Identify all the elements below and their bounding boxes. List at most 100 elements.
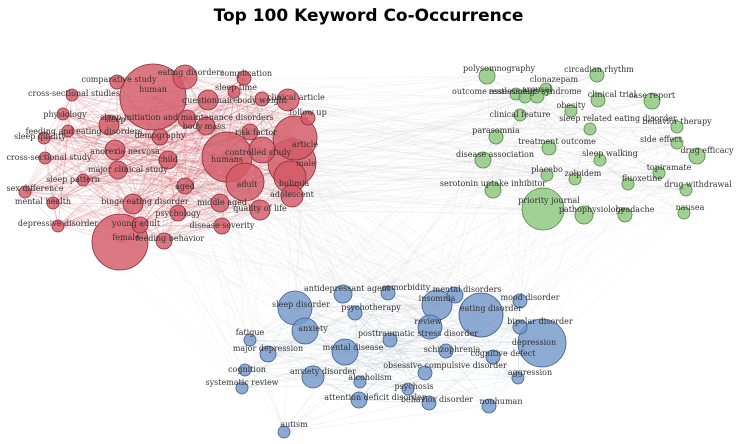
co-occurrence-edge [244,181,687,191]
node-child [158,150,178,170]
co-occurrence-edge [389,339,430,404]
label-serotonin-uptake-inhibitor: serotonin uptake inhibitor [440,179,546,188]
co-occurrence-edge [304,330,409,390]
figure-title: Top 100 Keyword Co-Occurrence [213,6,524,26]
co-occurrence-edge [482,95,538,161]
co-occurrence-edge [226,156,482,316]
co-occurrence-edge [243,77,251,133]
co-occurrence-edge [57,181,246,227]
co-occurrence-edge [184,76,431,328]
co-occurrence-edge [354,312,519,379]
node-article [272,115,318,161]
co-occurrence-edge [108,124,291,178]
co-occurrence-edge [24,191,134,205]
co-occurrence-edge [307,117,685,214]
co-occurrence-edge [52,159,484,204]
label-human: human [139,85,167,94]
co-occurrence-edge [205,125,550,149]
co-occurrence-edge [492,88,547,191]
co-occurrence-edge [24,191,221,204]
label-fatigue: fatigue [236,328,265,337]
co-occurrence-edge [428,212,685,404]
co-occurrence-edge [71,94,447,352]
co-occurrence-edge [548,147,626,216]
co-occurrence-edge [62,113,482,316]
co-occurrence-edge [57,169,119,227]
label-mental-health: mental health [15,197,71,206]
co-occurrence-edge [233,91,431,328]
co-occurrence-edge [43,137,601,161]
co-occurrence-edge [52,202,134,205]
co-occurrence-edge [163,128,591,242]
label-obesity: obesity [556,101,586,110]
co-occurrence-edge [71,81,118,96]
label-young-adult: young adult [111,219,161,228]
co-occurrence-edge [132,96,526,205]
co-occurrence-edge [259,114,521,211]
co-occurrence-edge [307,95,538,119]
co-occurrence-edge [71,94,179,214]
co-occurrence-edge [291,162,548,176]
co-occurrence-edge [241,110,572,389]
node-autism [277,425,291,439]
co-occurrence-edge [261,98,591,130]
label-controlled-study: controlled study [225,148,291,157]
co-occurrence-edge [304,75,488,332]
co-occurrence-edge [424,300,521,374]
co-occurrence-edge [221,114,521,227]
co-occurrence-edge [139,159,484,226]
co-occurrence-edge [62,113,490,407]
node-anorexia-nervosa [104,139,126,161]
co-occurrence-edge [249,131,687,191]
co-occurrence-edge [116,74,598,83]
co-occurrence-edge [139,118,188,226]
co-occurrence-edge [574,178,629,185]
label-systematic-review: systematic review [205,378,278,387]
co-occurrence-edge [627,183,687,191]
co-occurrence-edge [249,292,389,341]
co-occurrence-edge [597,99,678,144]
co-occurrence-edge [291,195,456,296]
co-occurrence-edge [233,74,598,93]
node-psychology [169,204,187,222]
co-occurrence-edge [342,293,490,407]
co-occurrence-edge [219,202,447,352]
co-occurrence-edge [354,312,409,390]
co-occurrence-edge [344,351,430,404]
co-occurrence-edge [82,179,544,210]
label-sleep-related-eating-disorder: sleep related eating disorder [559,114,677,123]
label-questionnaire: questionnaire [182,96,238,105]
label-parasomnia: parasomnia [472,126,520,135]
node-clinical-trial [590,92,606,108]
co-occurrence-edge [184,76,576,180]
node-drug-withdrawal [679,183,693,197]
co-occurrence-edge [524,96,626,216]
co-occurrence-edge [132,162,293,205]
co-occurrence-edge [44,142,678,159]
co-occurrence-edge [114,149,221,204]
co-occurrence-edge [117,169,409,390]
node-feeding-and-eating-disorders [61,124,75,138]
label-alcoholism: alcoholism [348,373,392,382]
co-occurrence-edge [62,113,169,161]
node-anxiety [291,317,319,345]
co-occurrence-edge [114,81,118,151]
node-cognition [238,363,252,377]
co-occurrence-edge [488,300,521,407]
co-occurrence-edge [596,74,660,174]
label-clonazepam: clonazepam [530,75,579,84]
co-occurrence-edge [359,381,409,390]
co-occurrence-edge [583,126,678,216]
label-nonhuman: nonhuman [480,397,523,406]
co-occurrence-edge [574,126,678,180]
co-occurrence-edge [536,95,698,157]
co-occurrence-edge [132,98,263,205]
co-occurrence-edge [24,99,289,193]
co-occurrence-edge [312,356,494,378]
node-review [417,314,443,340]
co-occurrence-edge [52,130,69,204]
co-occurrence-edge [267,353,519,379]
co-occurrence-edge [304,330,447,352]
label-circadian-rhythm: circadian rhythm [564,65,634,74]
node-follow-up [300,110,316,126]
